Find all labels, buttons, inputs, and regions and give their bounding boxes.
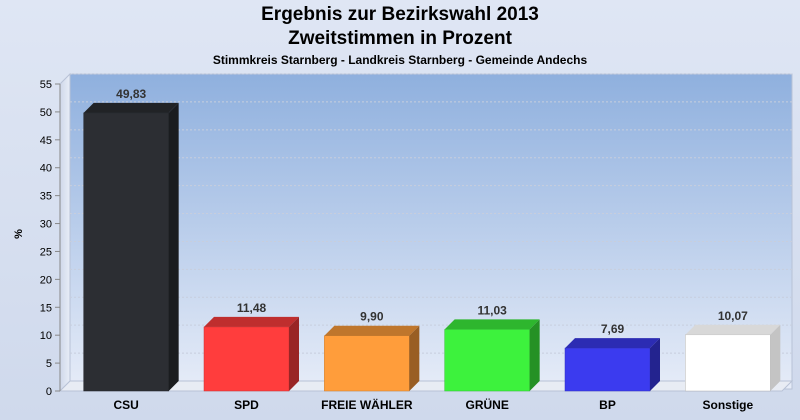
bar-side	[168, 102, 179, 391]
y-tick-label: 25	[40, 246, 52, 258]
y-tick-label: 35	[40, 191, 52, 203]
plot-side-wall	[59, 72, 71, 393]
y-tick-label: 15	[40, 302, 52, 314]
bar-value-label: 11,03	[477, 303, 507, 317]
y-tick-label: 30	[40, 219, 52, 231]
bar-value-label: 11,48	[237, 301, 267, 315]
y-tick-label: 50	[40, 107, 52, 119]
y-tick-label: 45	[40, 135, 52, 147]
bar-value-label: 49,83	[116, 87, 146, 101]
bar-front	[564, 347, 651, 392]
chart-location-subtitle: Stimmkreis Starnberg - Landkreis Starnbe…	[212, 53, 588, 67]
bar-csu: 49,83	[83, 87, 179, 392]
bar-front	[83, 112, 169, 392]
y-tick-label: 0	[46, 386, 52, 398]
bar-sonstige: 10,07	[685, 309, 781, 392]
y-tick-label: 5	[46, 358, 52, 370]
bar-top	[204, 316, 299, 327]
bar-spd: 11,48	[203, 301, 299, 392]
bar-front	[324, 335, 410, 392]
x-tick-label: SPD	[234, 398, 259, 412]
bar-top	[444, 319, 540, 330]
bar-value-label: 7,69	[601, 322, 625, 336]
chart-title: Ergebnis zur Bezirkswahl 2013	[261, 4, 539, 25]
x-tick-label: CSU	[113, 398, 138, 412]
bar-value-label: 9,90	[360, 310, 384, 324]
bar-side	[409, 325, 420, 391]
x-tick-label: FREIE WÄHLER	[321, 397, 413, 412]
gridlines	[70, 73, 792, 354]
bar-top	[685, 324, 781, 335]
bar-side	[650, 338, 660, 391]
bar-freie-w-hler: 9,90	[324, 310, 420, 392]
bar-front	[444, 329, 530, 392]
y-tick-label: 10	[40, 330, 52, 342]
bar-front	[203, 326, 290, 392]
x-tick-label: Sonstige	[702, 398, 753, 412]
plot-back-wall	[69, 73, 793, 390]
y-tick-label: 55	[40, 79, 52, 91]
bar-top	[324, 325, 420, 336]
chart-subtitle: Zweitstimmen in Prozent	[288, 28, 512, 49]
bar-top	[565, 338, 660, 349]
x-tick-label: GRÜNE	[465, 397, 508, 412]
bar-side	[289, 316, 299, 391]
x-tick-label: BP	[599, 398, 616, 412]
bar-side	[770, 324, 781, 391]
bar-front	[685, 334, 771, 392]
bars: 49,83 11,48 9,90 11,03 7,69 10,07	[83, 87, 781, 392]
bar-gr-ne: 11,03	[444, 303, 540, 392]
bar-side	[529, 319, 540, 391]
x-axis-labels: CSU SPD FREIE WÄHLER GRÜNE BP Sonstige	[113, 397, 753, 412]
y-axis: 0 5 10 15 20 25 30 35 40 45 50 55	[40, 79, 61, 398]
bar-value-label: 10,07	[718, 309, 748, 323]
bar-top	[83, 102, 179, 113]
y-axis-label: %	[13, 229, 25, 239]
y-tick-label: 40	[40, 163, 52, 175]
y-tick-label: 20	[40, 274, 52, 286]
bar-bp: 7,69	[564, 322, 660, 392]
